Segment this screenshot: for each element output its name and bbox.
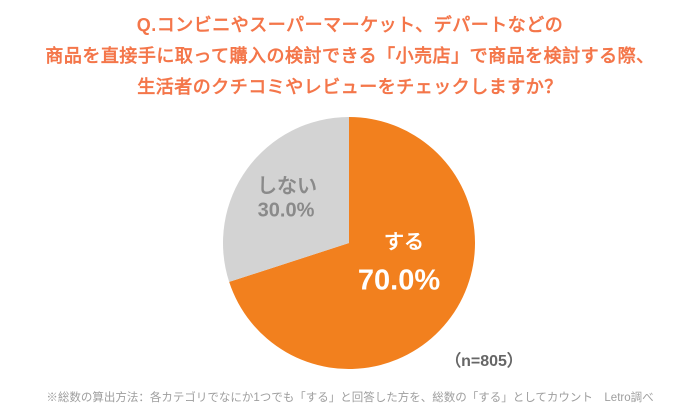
pie-slice-suru [229,117,475,369]
chart-title: Q.コンビニやスーパーマーケット、デパートなどの 商品を直接手に取って購入の検討… [0,10,700,103]
pie-label-shinai: しない [257,175,317,198]
chart-title-line-1: Q.コンビニやスーパーマーケット、デパートなどの [136,15,564,35]
pie-value-shinai: 30.0% [257,199,315,222]
pie-slice-shinai [223,117,349,282]
pie-chart-container [223,117,475,369]
chart-title-line-3: 生活者のクチコミやレビューをチェックしますか？ [137,77,563,97]
pie-chart [223,117,475,369]
chart-title-line-2: 商品を直接手に取って購入の検討できる「小売店」で商品を検討する際、 [45,46,655,66]
pie-label-suru: する [384,231,424,254]
sample-size-label: （n=805） [445,353,523,370]
footnote: ※総数の算出方法：各カテゴリでなにか1つでも「する」と回答した方を、総数の「する… [46,392,654,404]
pie-value-suru: 70.0% [357,264,441,297]
